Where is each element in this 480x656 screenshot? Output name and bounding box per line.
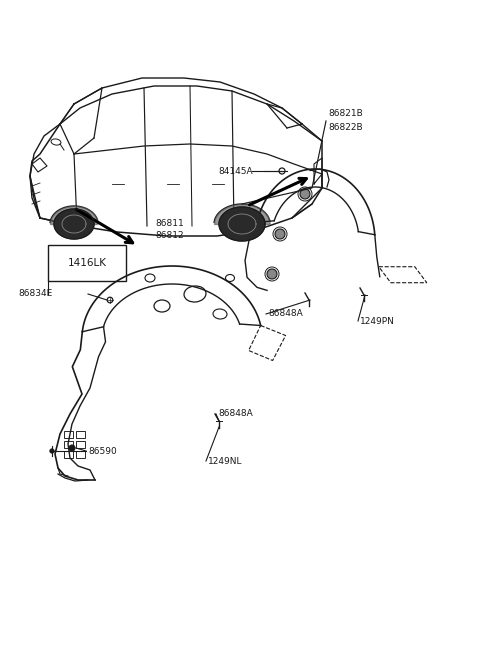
Circle shape: [275, 229, 285, 239]
Text: 86821B: 86821B: [328, 110, 363, 119]
Text: 84145A: 84145A: [218, 167, 252, 176]
Polygon shape: [219, 207, 265, 241]
Circle shape: [267, 269, 277, 279]
Text: 86590: 86590: [88, 447, 117, 455]
Text: 86848A: 86848A: [218, 409, 253, 419]
Text: 1249PN: 1249PN: [360, 316, 395, 325]
Circle shape: [69, 445, 75, 451]
Bar: [75, 430, 84, 438]
Polygon shape: [54, 209, 94, 239]
Circle shape: [279, 168, 285, 174]
Text: 1416LK: 1416LK: [68, 258, 107, 268]
Bar: [48, 245, 126, 281]
Bar: [64, 440, 73, 448]
Text: 1249NL: 1249NL: [208, 457, 242, 466]
Text: 86848A: 86848A: [268, 310, 303, 319]
Bar: [75, 440, 84, 448]
Text: 86811: 86811: [155, 220, 184, 228]
Bar: [75, 451, 84, 458]
Text: 86834E: 86834E: [18, 289, 52, 298]
Text: 86822B: 86822B: [328, 123, 362, 133]
Circle shape: [50, 449, 54, 453]
Circle shape: [107, 297, 113, 303]
Bar: [64, 451, 73, 458]
Bar: [64, 430, 73, 438]
Circle shape: [300, 189, 310, 199]
Text: 86812: 86812: [155, 232, 184, 241]
